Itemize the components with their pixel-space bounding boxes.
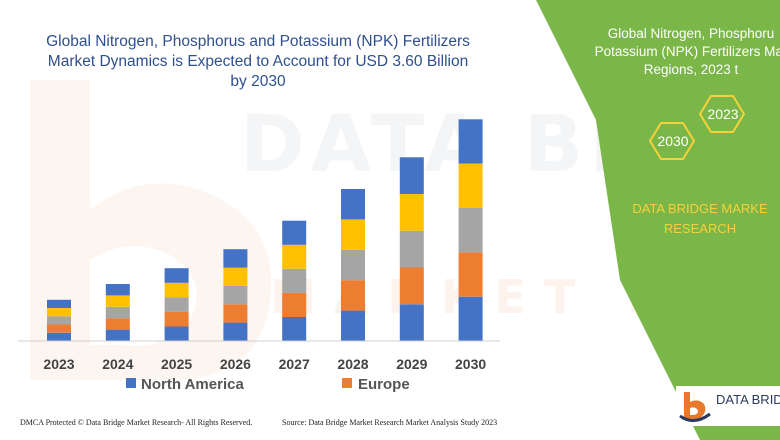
bar-segment-2025-2 <box>164 297 189 312</box>
bar-segment-2026-2 <box>223 285 248 305</box>
legend-swatch-north-america <box>126 378 136 388</box>
bar-segment-2027-0 <box>282 316 307 341</box>
bar-segment-2027-3 <box>282 244 307 269</box>
bar-segment-2029-4 <box>399 157 424 194</box>
brand-name-line: RESEARCH <box>663 221 737 236</box>
x-tick-labels: 2023 2024 2025 2026 2027 2028 2029 2030 <box>43 356 486 372</box>
chart-title: Global Nitrogen, Phosphorus and Potassiu… <box>20 32 496 92</box>
bar-segment-2024-4 <box>105 284 130 296</box>
bar-segment-2028-3 <box>341 219 365 250</box>
bar-segment-2026-3 <box>223 267 248 286</box>
hex-label-2023: 2023 <box>707 106 739 122</box>
bar-segment-2026-0 <box>223 322 248 341</box>
bar-segment-2024-2 <box>105 306 130 319</box>
hex-outline-2030 <box>648 122 696 160</box>
legend-label-north-america: North America <box>141 376 244 393</box>
side-panel-title: Global Nitrogen, Phosphoru Potassium (NP… <box>566 25 780 79</box>
bar-segment-2023-0 <box>47 332 71 341</box>
chart-title-line: by 2030 <box>230 73 286 90</box>
chart-title-line: Market Dynamics is Expected to Account f… <box>47 53 469 70</box>
bar-segment-2026-1 <box>223 304 248 323</box>
green-panel-shape <box>536 0 780 440</box>
bars-layer <box>47 119 483 341</box>
bar-segment-2025-3 <box>164 282 189 298</box>
x-tick-label-2025: 2025 <box>161 356 192 372</box>
chart-title-line: Global Nitrogen, Phosphorus and Potassiu… <box>46 33 470 50</box>
bar-segment-2029-3 <box>399 194 424 231</box>
footer-source: Source: Data Bridge Market Research Mark… <box>282 418 498 427</box>
bar-segment-2024-1 <box>105 318 130 330</box>
bar-segment-2030-1 <box>458 252 483 297</box>
bar-segment-2028-2 <box>341 249 365 281</box>
brand-name-line: DATA BRIDGE MARKE <box>632 201 768 216</box>
bar-segment-2025-0 <box>164 326 189 341</box>
bar-segment-2027-1 <box>282 292 307 317</box>
brand-name: DATA BRIDGE MARKE RESEARCH <box>600 199 780 239</box>
bar-segment-2029-1 <box>399 267 424 305</box>
bar-segment-2028-0 <box>341 310 365 341</box>
side-panel-title-line: Global Nitrogen, Phosphoru <box>607 26 775 41</box>
x-tick-label-2024: 2024 <box>102 356 133 372</box>
bar-segment-2028-1 <box>341 280 365 311</box>
bar-segment-2024-0 <box>105 329 130 341</box>
company-logo-icon <box>676 386 780 426</box>
legend-label-europe: Europe <box>358 376 410 393</box>
side-panel-title-line: Potassium (NPK) Fertilizers Mar <box>594 44 780 59</box>
bar-segment-2027-2 <box>282 268 307 293</box>
bar-segment-2025-1 <box>164 311 189 327</box>
bar-segment-2023-4 <box>47 299 71 308</box>
x-tick-label-2029: 2029 <box>396 356 427 372</box>
footer-copyright: DMCA Protected © Data Bridge Market Rese… <box>20 418 253 427</box>
bar-segment-2027-4 <box>282 220 307 245</box>
x-tick-label-2023: 2023 <box>43 356 74 372</box>
side-panel-title-line: Regions, 2023 t <box>643 62 739 77</box>
bar-segment-2024-3 <box>105 295 130 307</box>
bar-segment-2026-4 <box>223 249 248 268</box>
bar-segment-2023-2 <box>47 316 71 325</box>
x-tick-label-2026: 2026 <box>220 356 251 372</box>
bar-segment-2025-4 <box>164 268 189 283</box>
bar-segment-2023-1 <box>47 324 71 333</box>
x-tick-label-2028: 2028 <box>337 356 368 372</box>
legend-swatch-europe <box>342 378 352 388</box>
bar-segment-2028-4 <box>341 189 365 220</box>
x-tick-label-2027: 2027 <box>279 356 310 372</box>
bar-segment-2030-4 <box>458 119 483 164</box>
bar-segment-2023-3 <box>47 308 71 317</box>
bar-segment-2029-2 <box>399 230 424 268</box>
bar-segment-2030-3 <box>458 163 483 208</box>
bar-segment-2030-2 <box>458 208 483 253</box>
hex-label-2030: 2030 <box>657 133 689 149</box>
logo-text: DATA BRID <box>716 392 780 407</box>
bar-segment-2029-0 <box>399 304 424 341</box>
x-tick-label-2030: 2030 <box>455 356 486 372</box>
legend: North America Europe <box>126 376 410 393</box>
bar-segment-2030-0 <box>458 296 483 341</box>
hex-outline-2023 <box>698 95 746 133</box>
